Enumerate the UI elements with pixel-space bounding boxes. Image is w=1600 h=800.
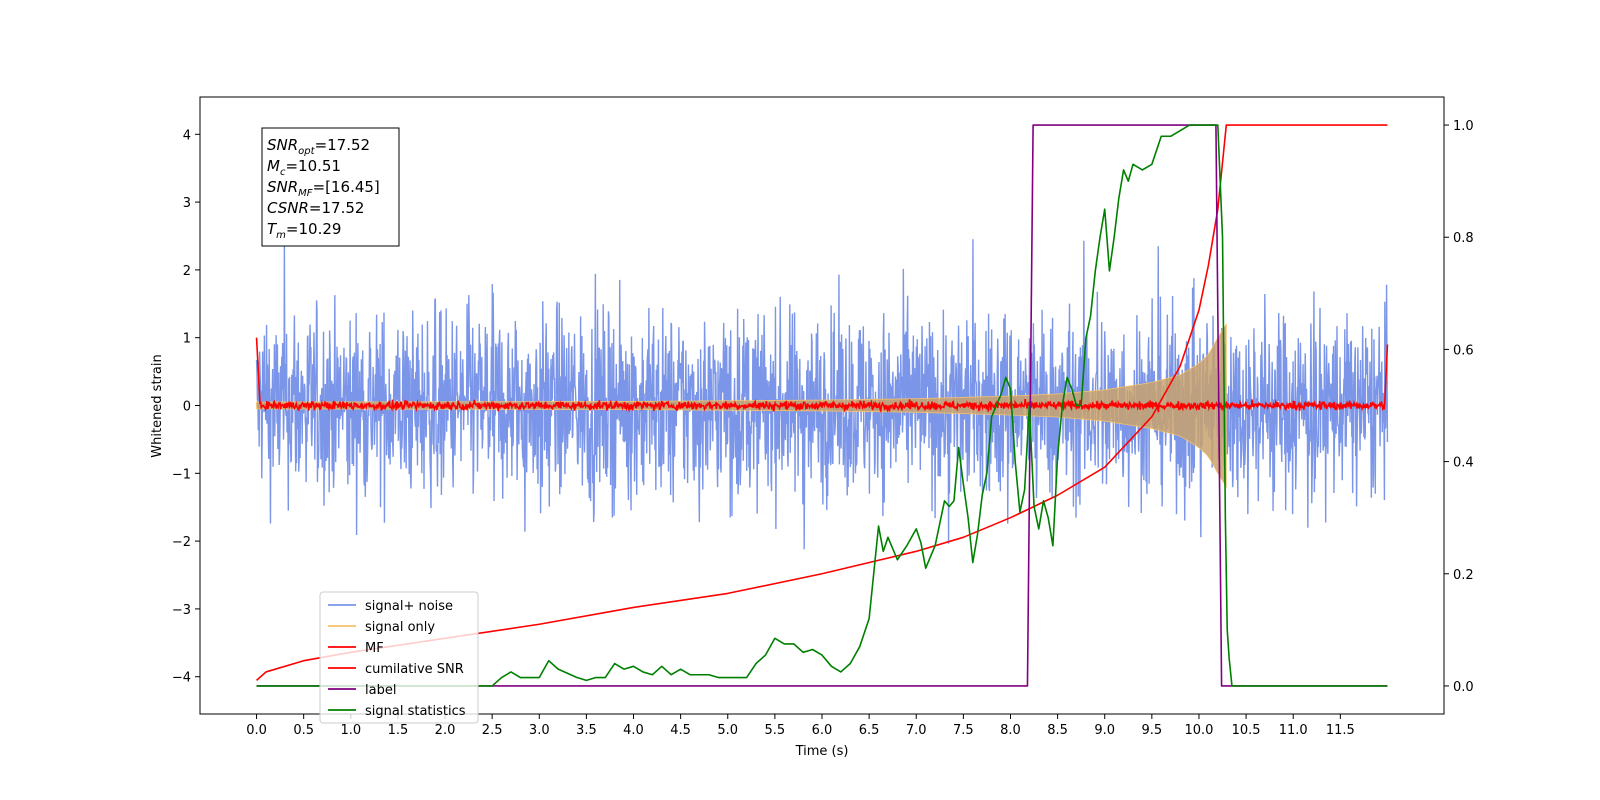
legend-item: signal only <box>328 620 435 635</box>
x-axis-label: Time (s) <box>795 744 849 759</box>
x-tick-label: 6.5 <box>859 723 880 738</box>
legend-label: cumilative SNR <box>365 662 464 677</box>
x-tick-label: 4.5 <box>670 723 691 738</box>
x-axis: 0.0 0.5 1.0 1.5 2.0 2.5 3.0 3.5 4.0 4.5 5.0 5.5 6.0 6… <box>246 714 1355 738</box>
annotation-frame <box>261 127 400 247</box>
y-tick-label: 3 <box>183 196 191 211</box>
x-tick-label: 10.5 <box>1232 723 1261 738</box>
y-axis-left: 4 3 2 1 0 −1 −2 −3 −4 <box>172 128 200 686</box>
x-tick-label: 11.5 <box>1326 723 1355 738</box>
y-axis-label: Whitened strain <box>150 354 165 457</box>
legend-label: signal+ noise <box>365 599 453 614</box>
x-tick-label: 10.0 <box>1184 723 1213 738</box>
x-tick-label: 8.5 <box>1047 723 1068 738</box>
y-tick-label: 1 <box>183 332 191 347</box>
x-tick-label: 4.0 <box>623 723 644 738</box>
x-tick-label: 3.5 <box>576 723 597 738</box>
y-axis-right: 1.0 0.8 0.6 0.4 0.2 0.0 <box>1444 119 1474 695</box>
x-tick-label: 1.0 <box>340 723 361 738</box>
x-tick-label: 8.0 <box>1000 723 1021 738</box>
y2-tick-label: 1.0 <box>1453 119 1474 134</box>
x-tick-label: 9.0 <box>1094 723 1115 738</box>
annotation-line: CSNR=17.52 <box>267 199 364 217</box>
x-tick-label: 1.5 <box>388 723 409 738</box>
legend-item: MF <box>328 641 384 656</box>
annotation-box: SNRopt=17.52Mc=10.51SNRMF=[16.45]CSNR=17… <box>261 127 400 247</box>
y-tick-label: 0 <box>183 400 191 415</box>
legend-label: signal only <box>365 620 435 635</box>
x-tick-label: 0.0 <box>246 723 267 738</box>
x-tick-label: 6.0 <box>812 723 833 738</box>
x-tick-label: 5.5 <box>765 723 786 738</box>
legend-label: signal statistics <box>365 704 466 719</box>
y2-tick-label: 0.4 <box>1453 456 1474 471</box>
legend-item: cumilative SNR <box>328 662 464 677</box>
annotation-line: Tm=10.29 <box>267 220 341 241</box>
legend-item: label <box>328 683 396 698</box>
x-tick-label: 2.0 <box>435 723 456 738</box>
x-tick-label: 5.0 <box>717 723 738 738</box>
series-mf-line <box>255 337 1389 414</box>
y-tick-label: −4 <box>172 671 191 686</box>
legend-frame <box>319 591 479 724</box>
x-tick-label: 3.0 <box>529 723 550 738</box>
series-signal-statistics-line <box>256 124 1388 687</box>
y-tick-label: 4 <box>183 128 191 143</box>
y-tick-label: −2 <box>172 535 191 550</box>
x-tick-label: 11.0 <box>1279 723 1308 738</box>
x-tick-label: 2.5 <box>482 723 503 738</box>
y2-tick-label: 0.0 <box>1453 680 1474 695</box>
annotation-line: SNRMF=[16.45] <box>267 178 380 199</box>
x-tick-label: 7.5 <box>953 723 974 738</box>
annotation-line: SNRopt=17.52 <box>267 136 370 157</box>
x-tick-label: 7.0 <box>906 723 927 738</box>
legend: signal+ noise signal only MF cumilative SNR… <box>319 591 479 724</box>
y2-tick-label: 0.8 <box>1453 231 1474 246</box>
y-tick-label: −3 <box>172 603 191 618</box>
y2-tick-label: 0.6 <box>1453 343 1474 358</box>
legend-item: signal+ noise <box>328 599 453 614</box>
annotation-line: Mc=10.51 <box>267 157 341 178</box>
legend-label: label <box>365 683 396 698</box>
x-tick-label: 0.5 <box>293 723 314 738</box>
y-tick-label: −1 <box>172 467 191 482</box>
x-tick-label: 9.5 <box>1142 723 1163 738</box>
y-tick-label: 2 <box>183 264 191 279</box>
legend-item: signal statistics <box>328 704 466 719</box>
y2-tick-label: 0.2 <box>1453 568 1474 583</box>
legend-label: MF <box>365 641 384 656</box>
